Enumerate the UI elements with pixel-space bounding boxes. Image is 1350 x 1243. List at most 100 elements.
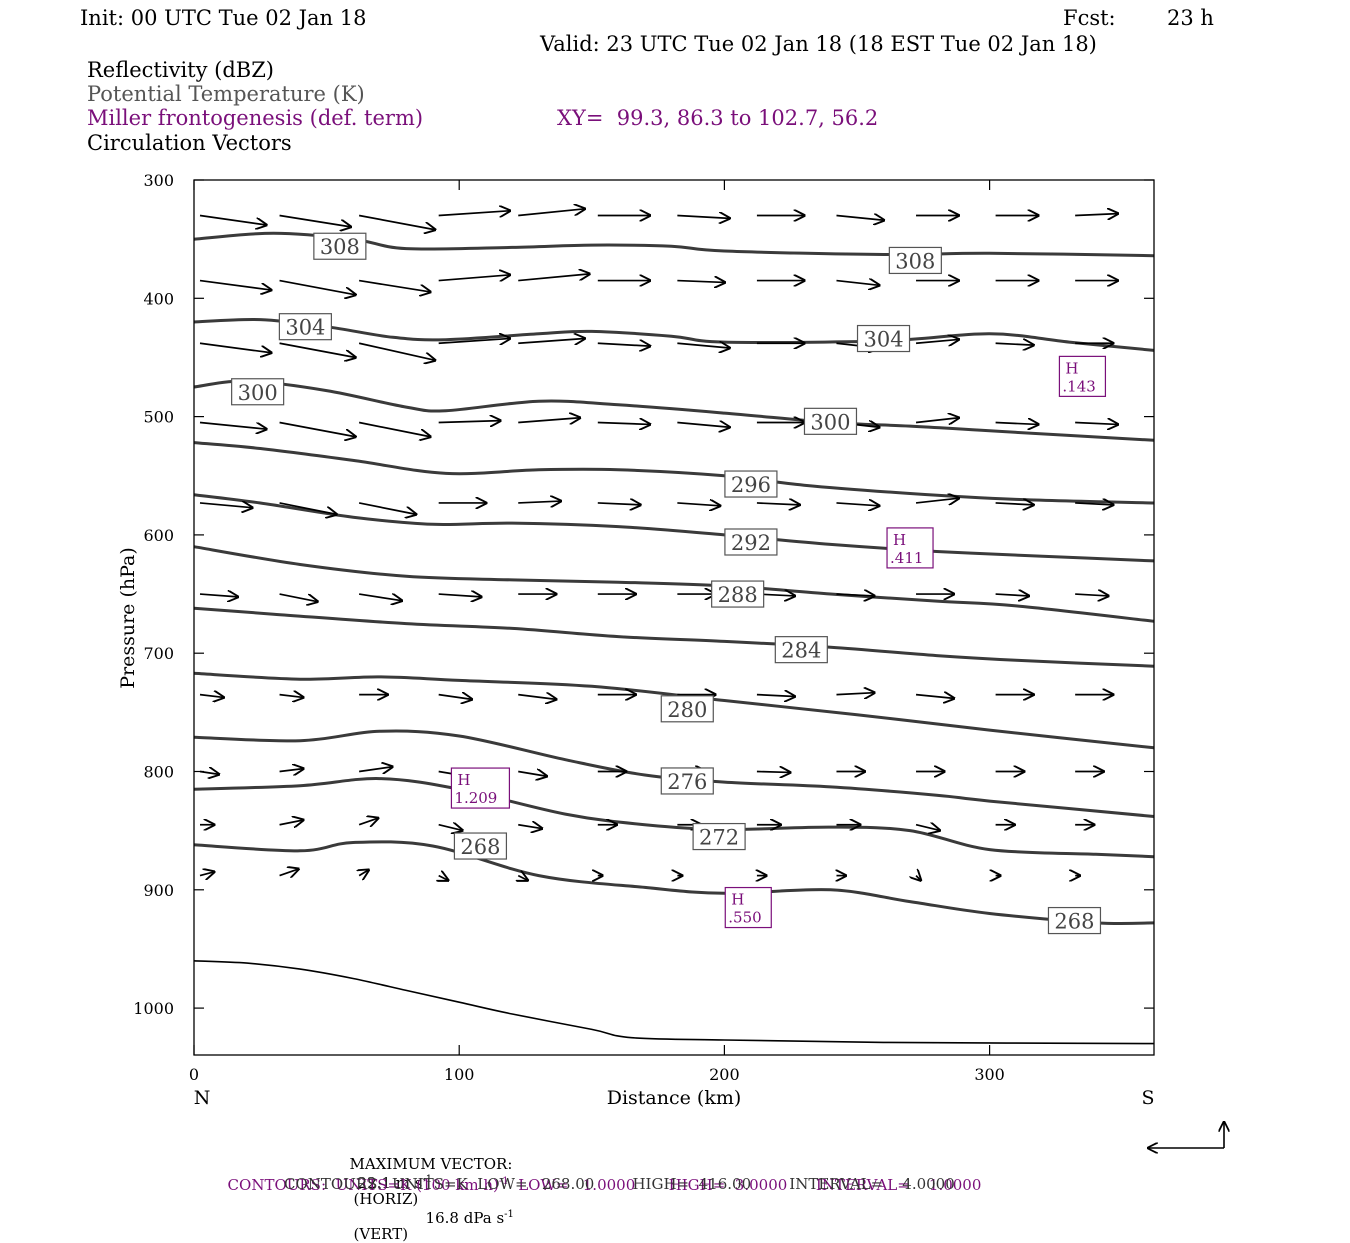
circulation-vector-4-9 (915, 498, 959, 503)
isentrope-label-268: 268 (453, 832, 508, 860)
circulation-vector-4-2 (358, 502, 416, 514)
max-vector-label: MAXIMUM VECTOR: (349, 1155, 513, 1173)
circulation-vector-3-11 (1075, 423, 1118, 425)
y-tick-label-600: 600 (143, 526, 174, 545)
isentrope-276 (193, 729, 1155, 818)
isentrope-label-text-308: 308 (320, 235, 360, 259)
frontogenesis-max-1: H.411 (886, 527, 934, 569)
circulation-vector-6-1 (279, 695, 304, 698)
y-tick-label-800: 800 (143, 763, 174, 782)
circulation-vector-4-11 (1075, 503, 1113, 505)
circulation-vector-0-2 (358, 214, 435, 229)
forecast-hour-label: Fcst: (1063, 6, 1116, 30)
circulation-vector-4-4 (518, 501, 561, 503)
circulation-vector-2-2 (358, 342, 435, 360)
circulation-vector-2-9 (915, 339, 959, 343)
circulation-vector-2-3 (438, 339, 510, 344)
circulation-vector-4-8 (836, 503, 879, 506)
isentrope-label-308: 308 (888, 246, 942, 275)
circulation-vector-0-1 (279, 214, 351, 226)
isentrope-300 (193, 379, 1155, 442)
y-axis-title: Pressure (hPa) (117, 547, 139, 689)
y-tick-label-1000: 1000 (133, 999, 174, 1018)
circulation-vector-6-9 (915, 695, 954, 699)
forecast-hour-value: 23 h (1167, 6, 1214, 30)
y-tick-label-500: 500 (143, 408, 174, 427)
frontogenesis-max-symbol-2: H (457, 771, 470, 789)
cross-section-endpoints: XY= 99.3, 86.3 to 102.7, 56.2 (557, 106, 879, 130)
circulation-vector-7-2 (358, 767, 392, 772)
isentrope-label-text-276: 276 (667, 770, 707, 794)
circulation-vector-5-1 (279, 593, 318, 602)
y-tick-label-900: 900 (143, 881, 174, 900)
circulation-vector-0-8 (836, 215, 884, 220)
isentrope-288 (193, 545, 1155, 623)
circulation-vector-8-4 (518, 825, 542, 829)
isentrope-label-text-300: 300 (238, 381, 278, 405)
isentrope-296 (193, 441, 1155, 505)
circulation-vector-5-10 (995, 594, 1029, 596)
frontogenesis-max-2: H1.209 (450, 767, 511, 809)
circulation-vector-3-5 (597, 423, 650, 425)
x-tick-label-100: 100 (444, 1065, 475, 1084)
isentrope-label-text-288: 288 (718, 583, 758, 607)
isentrope-label-292: 292 (724, 528, 778, 556)
circulation-vector-1-4 (518, 274, 589, 282)
terrain-line (193, 960, 1155, 1045)
circulation-vector-4-6 (677, 503, 720, 506)
south-end-label: S (1141, 1087, 1154, 1109)
isentrope-label-text-308: 308 (895, 249, 935, 273)
circulation-vector-5-0 (199, 594, 238, 597)
circulation-vector-6-3 (438, 695, 472, 700)
circulation-vector-2-6 (677, 343, 729, 348)
max-vector-vert-tag: (VERT) (353, 1225, 409, 1243)
circulation-vector-9-4 (518, 876, 528, 881)
circulation-vector-4-10 (995, 503, 1034, 505)
valid-time: Valid: 23 UTC Tue 02 Jan 18 (18 EST Tue … (540, 32, 1097, 56)
circulation-vector-3-10 (995, 423, 1039, 425)
max-vector-vert-exp: -1 (504, 1209, 514, 1220)
field-potential-temperature: Potential Temperature (K) (87, 82, 365, 106)
frontogenesis-max-symbol-3: H (731, 891, 744, 909)
circulation-vector-3-0 (199, 421, 267, 430)
isentrope-label-300: 300 (231, 378, 285, 406)
circulation-vector-4-7 (756, 503, 800, 505)
circulation-vector-2-5 (597, 343, 650, 346)
frontogenesis-max-symbol-0: H (1065, 359, 1078, 377)
frontogenesis-contour-info: CONTOURS: UNITS=K (100 km h)-1 LOW= 1.00… (218, 1158, 982, 1194)
circulation-vector-2-4 (518, 339, 585, 344)
circulation-vector-1-0 (199, 279, 271, 291)
isentrope-label-304: 304 (856, 324, 911, 353)
isentrope-label-304: 304 (278, 313, 332, 341)
frontogenesis-max-symbol-1: H (893, 531, 906, 549)
isentrope-280 (193, 671, 1155, 750)
circulation-vector-1-8 (836, 281, 879, 286)
circulation-vector-6-7 (756, 695, 795, 697)
circulation-vector-2-0 (199, 342, 271, 353)
circulation-vector-7-7 (756, 772, 790, 773)
isentrope-label-text-268: 268 (1054, 910, 1094, 934)
circulation-vector-7-1 (279, 769, 304, 772)
isentrope-label-text-268: 268 (460, 835, 500, 859)
circulation-vector-1-3 (438, 275, 510, 281)
circulation-vector-3-6 (677, 423, 729, 428)
field-circulation-vectors: Circulation Vectors (87, 131, 292, 155)
isentrope-label-300: 300 (803, 407, 858, 435)
isentrope-272 (193, 777, 1155, 859)
frontogenesis-contour-range: LOW= 1.0000 HIGH= 3.0000 INTERVAL= 1.000… (508, 1176, 982, 1194)
circulation-vector-4-5 (597, 503, 641, 505)
circulation-vector-1-1 (279, 279, 356, 295)
circulation-vector-3-3 (438, 421, 501, 423)
circulation-vector-9-2 (359, 870, 369, 876)
circulation-vector-6-8 (836, 693, 874, 695)
cross-section-plot: 308 308 304 304 300 300 296 292 288 284 280 276 272 2… (117, 171, 1350, 1200)
circulation-vector-9-3 (439, 876, 449, 881)
circulation-vector-5-11 (1075, 594, 1108, 596)
plot-frame (193, 179, 1155, 1056)
circulation-vector-4-0 (199, 503, 252, 508)
circulation-vector-2-10 (995, 343, 1034, 345)
circulation-vector-5-3 (438, 594, 482, 597)
field-frontogenesis: Miller frontogenesis (def. term) (87, 106, 424, 130)
circulation-vector-9-0 (199, 872, 214, 876)
circulation-vector-8-2 (358, 818, 378, 825)
